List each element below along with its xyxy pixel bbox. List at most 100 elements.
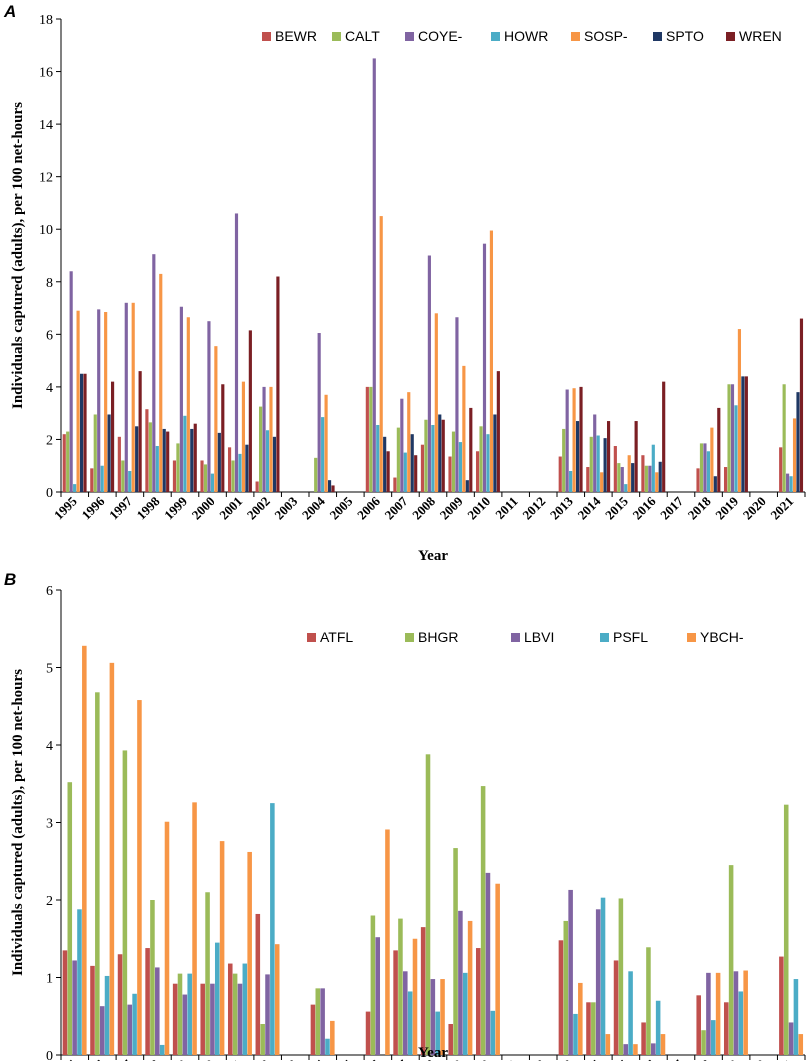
- bar-spto-2019: [741, 376, 745, 492]
- y-tick-label: 10: [39, 223, 53, 238]
- bar-psfl-2013: [573, 1013, 578, 1055]
- bar-bewr-2018: [696, 468, 700, 492]
- bar-psfl-2001: [242, 963, 248, 1055]
- x-tick-label: 1998: [134, 1056, 163, 1061]
- legend-swatch-calt: [332, 32, 341, 41]
- bar-sosp-2008: [434, 313, 438, 492]
- bar-bhgr-2018: [701, 1030, 706, 1055]
- bar-howr-1995: [73, 484, 77, 492]
- bar-wren-1999: [193, 423, 197, 492]
- bar-lbvi-2021: [788, 1022, 794, 1055]
- bar-howr-2008: [431, 424, 435, 492]
- bar-howr-1997: [128, 470, 132, 492]
- bar-howr-1996: [100, 465, 104, 492]
- legend-label-spto: SPTO: [666, 28, 704, 44]
- legend-swatch-bewr: [262, 32, 271, 41]
- legend-swatch-wren: [726, 32, 735, 41]
- bar-lbvi-2002: [265, 974, 270, 1055]
- bar-bewr-1995: [62, 434, 66, 492]
- x-tick-label: 2021: [767, 494, 796, 523]
- panel-label-b: B: [4, 570, 17, 589]
- bar-bhgr-2004: [315, 988, 321, 1055]
- bar-bewr-2009: [448, 456, 452, 492]
- bar-howr-2004: [321, 417, 325, 492]
- x-tick-label: 2000: [189, 494, 218, 523]
- x-tick-label: 2019: [712, 493, 741, 522]
- bar-calt-1996: [93, 414, 97, 492]
- bar-bhgr-2009: [453, 848, 458, 1055]
- bar-atfl-1999: [172, 983, 178, 1055]
- bar-lbvi-2006: [375, 937, 381, 1055]
- x-tick-label: 2020: [740, 494, 769, 523]
- bar-coye-1999: [179, 306, 183, 492]
- bar-bewr-2007: [393, 477, 397, 492]
- bar-bewr-2016: [641, 455, 645, 492]
- bar-ybch-2007: [412, 938, 418, 1055]
- bar-atfl-2004: [310, 1004, 316, 1055]
- bar-sosp-2021: [792, 418, 797, 492]
- bar-coye-2004: [317, 333, 321, 492]
- bar-atfl-2014: [586, 1002, 591, 1055]
- x-tick-label: 2006: [354, 493, 383, 522]
- bar-atfl-2002: [255, 913, 261, 1055]
- x-tick-label: 2004: [299, 1056, 328, 1061]
- bar-sosp-2001: [241, 381, 246, 492]
- bar-sosp-2015: [627, 455, 631, 492]
- bar-sosp-2009: [462, 365, 466, 492]
- x-tick-label: 2006: [354, 1056, 383, 1061]
- bar-lbvi-2014: [595, 909, 601, 1055]
- bar-spto-2018: [713, 476, 717, 492]
- bar-spto-2016: [658, 461, 662, 492]
- x-tick-label: 2011: [492, 1057, 520, 1061]
- bar-coye-2021: [786, 473, 790, 492]
- bar-wren-2004: [331, 485, 335, 492]
- bar-howr-2019: [734, 405, 738, 492]
- x-tick-label: 2016: [630, 1056, 659, 1061]
- bar-sosp-2010: [489, 230, 494, 492]
- bar-spto-1998: [162, 428, 166, 492]
- bar-ybch-2016: [660, 1034, 666, 1055]
- bar-psfl-2010: [490, 1010, 496, 1055]
- bar-atfl-1996: [90, 965, 95, 1055]
- bar-spto-2001: [245, 444, 249, 492]
- y-tick-label: 12: [39, 171, 53, 186]
- bar-howr-2014: [596, 435, 600, 492]
- bar-spto-1995: [79, 373, 84, 492]
- bar-bhgr-2010: [480, 786, 486, 1055]
- bar-spto-2002: [272, 436, 277, 492]
- x-tick-label: 1995: [51, 493, 80, 522]
- bar-sosp-2013: [572, 388, 576, 492]
- bar-lbvi-2001: [237, 983, 243, 1055]
- bar-bewr-2006: [365, 386, 369, 492]
- bar-lbvi-2013: [568, 889, 573, 1055]
- chart-panel-b: B 01234561995199619971998199920002001200…: [0, 568, 807, 1061]
- bar-sosp-2002: [269, 386, 273, 492]
- bar-coye-2014: [593, 414, 597, 492]
- x-tick-label: 2014: [574, 1056, 603, 1061]
- bar-psfl-2007: [407, 991, 413, 1055]
- bar-wren-2002: [276, 276, 280, 492]
- bar-ybch-2019: [743, 970, 748, 1055]
- bar-sosp-2007: [407, 392, 411, 492]
- legend-label-howr: HOWR: [504, 28, 548, 44]
- bar-calt-1995: [66, 431, 70, 492]
- legend-swatch-sosp: [571, 32, 580, 41]
- x-tick-label: 1999: [161, 493, 190, 522]
- bar-howr-2001: [238, 453, 242, 492]
- x-tick-label: 2021: [767, 1057, 796, 1061]
- bar-lbvi-2010: [485, 872, 491, 1055]
- bar-psfl-2004: [325, 1038, 330, 1055]
- bar-calt-1998: [148, 422, 152, 492]
- bar-psfl-1998: [159, 1044, 165, 1055]
- bar-bewr-2001: [227, 447, 232, 492]
- bar-bhgr-2021: [783, 804, 789, 1055]
- legend-swatch-spto: [653, 32, 662, 41]
- bar-chart-a: 0246810121416181995199619971998199920002…: [10, 13, 806, 564]
- bar-wren-2007: [414, 455, 418, 492]
- bar-howr-2018: [706, 451, 710, 492]
- bar-chart-b: 0123456199519961997199819992000200120022…: [10, 584, 806, 1061]
- legend-swatch-lbvi: [511, 633, 520, 642]
- x-tick-label: 2002: [244, 494, 273, 523]
- bar-wren-2008: [441, 419, 445, 492]
- bar-sosp-2000: [214, 346, 218, 492]
